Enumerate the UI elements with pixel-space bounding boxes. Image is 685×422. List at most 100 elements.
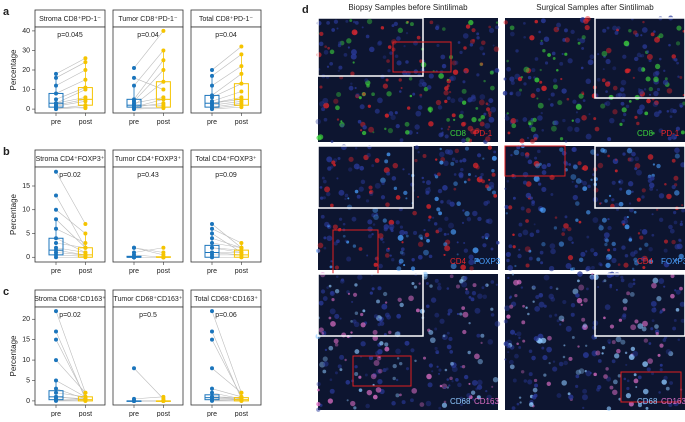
cell: [668, 351, 674, 357]
cell: [623, 216, 628, 221]
point: [239, 71, 244, 76]
cell: [384, 159, 389, 164]
cell: [522, 304, 525, 308]
cell: [488, 25, 492, 29]
cell: [488, 114, 492, 118]
cell: [618, 318, 623, 322]
point: [239, 81, 244, 86]
cell: [652, 71, 659, 78]
cell: [434, 278, 439, 283]
cell: [327, 166, 332, 171]
cell: [447, 233, 450, 236]
cell: [601, 78, 606, 83]
cell: [650, 327, 654, 331]
cell: [512, 245, 516, 249]
cell: [336, 239, 340, 244]
cell: [467, 97, 473, 103]
cell: [463, 46, 467, 50]
panel-title: Tumor CD4⁺FOXP3⁺: [115, 156, 182, 163]
x-tick-label: pre: [129, 411, 139, 417]
cell: [468, 395, 473, 400]
y-tick-label: 0: [26, 254, 30, 261]
point: [83, 77, 88, 82]
cell: [611, 340, 616, 345]
cell: [478, 118, 482, 122]
cell: [490, 307, 494, 311]
cell: [322, 196, 326, 200]
cell: [503, 341, 509, 347]
cell: [590, 275, 595, 281]
cell: [571, 336, 575, 339]
cell: [382, 218, 387, 223]
cell: [395, 348, 401, 355]
cell: [617, 263, 621, 266]
cell: [591, 350, 598, 357]
cell: [582, 388, 588, 394]
cell: [617, 92, 623, 97]
cell: [609, 117, 615, 124]
cell: [658, 278, 665, 284]
cell: [472, 247, 479, 254]
cell: [481, 179, 485, 184]
cell: [399, 361, 403, 366]
cell: [336, 91, 342, 97]
cell: [351, 216, 357, 222]
cell: [475, 258, 480, 263]
cell: [567, 126, 573, 132]
cell: [463, 374, 469, 380]
cell: [575, 118, 581, 124]
cell: [572, 164, 578, 170]
cell: [471, 94, 476, 100]
cell: [511, 173, 515, 178]
cell: [461, 138, 466, 143]
cell: [514, 264, 517, 268]
point: [239, 396, 244, 401]
cell: [539, 41, 544, 46]
cell: [451, 60, 457, 66]
y-tick-label: 0: [26, 106, 30, 113]
column-title: Surgical Samples after Sintilimab: [536, 3, 654, 12]
cell: [570, 267, 574, 271]
cell: [585, 250, 588, 253]
cell: [492, 44, 495, 47]
cell: [537, 115, 543, 121]
cell: [577, 161, 582, 166]
cell: [618, 201, 624, 207]
cell: [339, 368, 343, 372]
cell: [612, 66, 617, 71]
cell: [582, 352, 589, 359]
cell: [673, 220, 678, 225]
cell: [568, 356, 573, 361]
paired-line: [211, 223, 242, 248]
cell: [575, 218, 579, 222]
cell: [338, 189, 345, 196]
cell: [529, 196, 534, 200]
cell: [635, 386, 638, 389]
cell: [548, 293, 554, 300]
cell: [534, 156, 538, 160]
cell: [614, 30, 619, 35]
cell: [586, 210, 591, 215]
cell: [464, 210, 470, 217]
cell: [590, 265, 595, 270]
cell: [663, 248, 668, 253]
cell: [625, 189, 632, 196]
cell: [490, 185, 495, 190]
paired-line: [133, 247, 164, 256]
cell: [571, 241, 574, 244]
cell: [431, 216, 435, 219]
cell: [336, 27, 339, 30]
cell: [662, 338, 667, 342]
cell: [454, 159, 459, 164]
cell: [518, 222, 523, 227]
cell: [446, 331, 450, 335]
cell: [556, 68, 559, 72]
cell: [476, 73, 480, 77]
cell: [623, 112, 627, 117]
paired-line: [211, 368, 242, 393]
cell: [509, 359, 514, 365]
cell: [353, 163, 360, 170]
cell: [658, 57, 662, 61]
x-tick-label: pre: [129, 268, 139, 275]
cell: [426, 204, 432, 209]
